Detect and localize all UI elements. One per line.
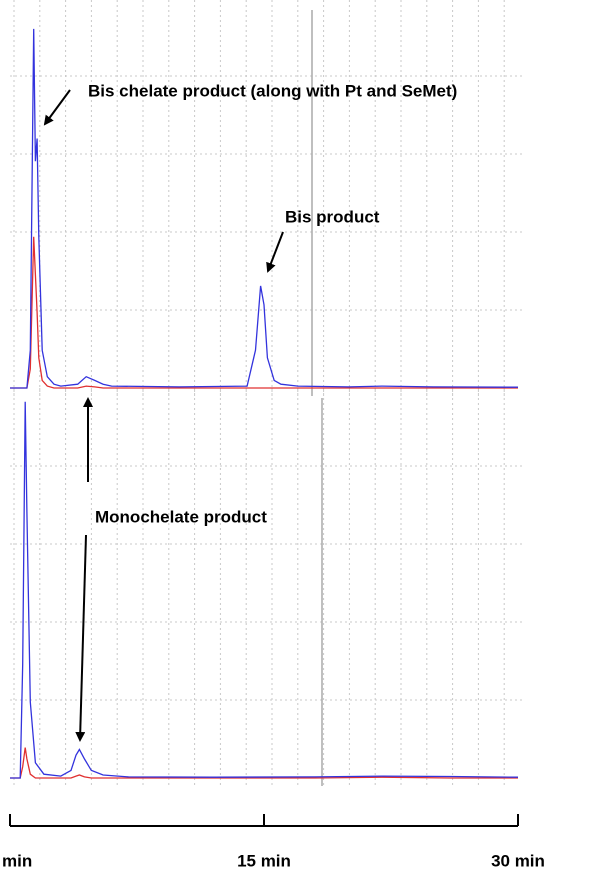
annotation: Monochelate product <box>95 507 267 526</box>
trace-line <box>10 401 519 779</box>
x-tick-label: 0 min <box>0 851 32 870</box>
x-tick-label: 15 min <box>237 851 291 870</box>
annotation: Bis chelate product (along with Pt and S… <box>88 81 457 100</box>
grid <box>10 0 525 786</box>
annotation-arrow <box>43 89 71 126</box>
x-axis: 0 min 15 min 30 min <box>0 814 545 870</box>
trace-line <box>10 28 519 389</box>
annotation-arrow <box>75 534 87 742</box>
trace-line <box>10 747 518 779</box>
annotation-arrow <box>266 231 284 273</box>
trace-line <box>10 236 518 389</box>
x-tick-label: 30 min <box>491 851 545 870</box>
annotation: Bis product <box>285 207 380 226</box>
plots <box>10 28 519 779</box>
